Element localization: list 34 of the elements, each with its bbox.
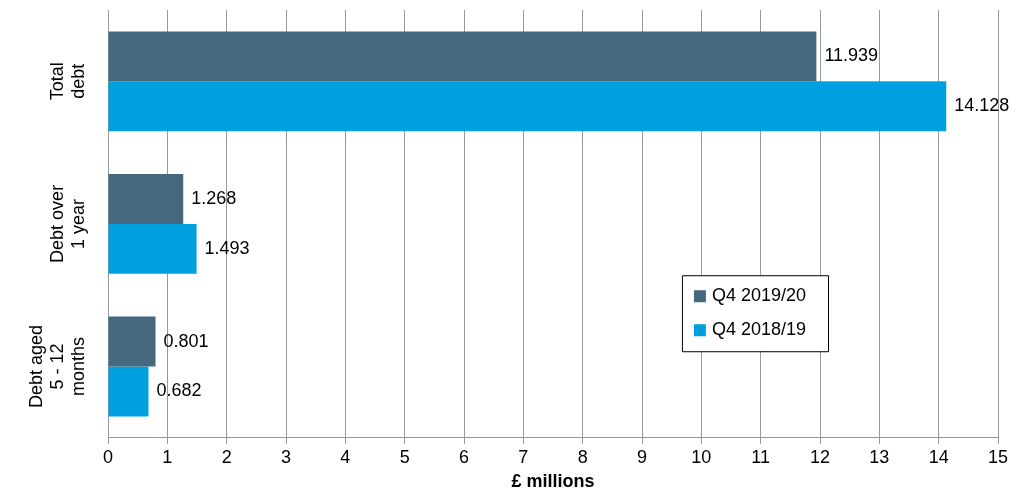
y-tick-label: Debt aged 5 - 12 months <box>26 324 89 409</box>
y-tick-label: Debt over 1 year <box>47 184 89 263</box>
x-tick-label: 1 <box>162 446 173 467</box>
data-label: 1.268 <box>191 187 237 208</box>
x-tick-label: 12 <box>809 446 831 467</box>
bar <box>108 173 184 224</box>
x-axis-title: £ millions <box>511 471 595 492</box>
legend-label: Q4 2018/19 <box>711 319 806 340</box>
x-tick-label: 8 <box>577 446 588 467</box>
x-tick-label: 4 <box>340 446 351 467</box>
x-tick-label: 14 <box>928 446 949 467</box>
bar <box>108 366 149 417</box>
x-tick-label: 2 <box>221 446 232 467</box>
data-label: 0.682 <box>156 380 202 401</box>
x-tick-label: 11 <box>751 446 771 467</box>
bar <box>108 223 197 274</box>
x-tick-label: 15 <box>987 446 1009 467</box>
legend-label: Q4 2019/20 <box>711 285 806 306</box>
x-tick-label: 9 <box>636 446 648 467</box>
x-tick-label: 6 <box>458 446 470 467</box>
x-tick-label: 10 <box>691 446 712 467</box>
data-label: 1.493 <box>204 237 250 258</box>
data-label: 11.939 <box>824 45 879 66</box>
x-tick-label: 5 <box>399 446 410 467</box>
x-tick-label: 3 <box>280 446 292 467</box>
data-label: 0.801 <box>163 330 209 351</box>
bar <box>108 316 156 367</box>
x-tick-label: 0 <box>102 446 114 467</box>
x-tick-label: 13 <box>869 446 890 467</box>
bar <box>108 81 947 132</box>
data-label: 14.128 <box>954 95 1010 116</box>
x-tick-label: 7 <box>518 446 529 467</box>
y-tick-label: Total debt <box>47 62 89 101</box>
bar <box>108 31 817 82</box>
